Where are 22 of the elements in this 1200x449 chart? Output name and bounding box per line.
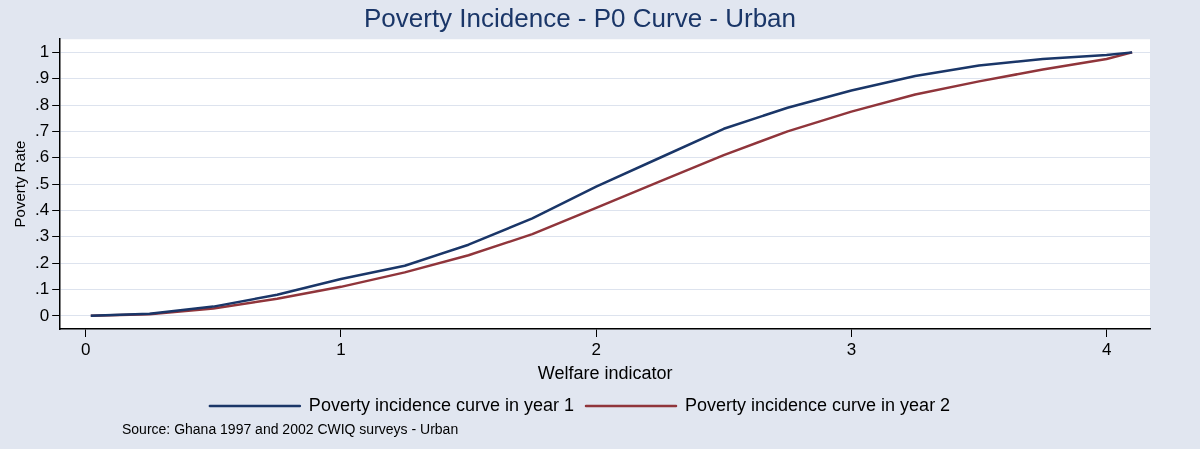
y-tick-label: .6 — [34, 147, 50, 167]
y-tick-label: .3 — [34, 226, 50, 246]
y-axis-title: Poverty Rate — [11, 140, 29, 228]
x-axis-title: Welfare indicator — [537, 363, 673, 384]
x-tick-label: 4 — [1101, 339, 1112, 359]
y-tick-label: 0 — [39, 305, 50, 325]
y-tick-label: .9 — [34, 68, 50, 88]
y-tick-label: .8 — [34, 94, 50, 114]
x-tick-label: 1 — [336, 339, 346, 359]
y-tick-label: .2 — [34, 252, 50, 272]
x-tick-label: 2 — [591, 339, 601, 359]
y-tick-label: .4 — [34, 200, 50, 220]
y-tick-label: .5 — [34, 173, 50, 193]
source-note: Source: Ghana 1997 and 2002 CWIQ surveys - Urban — [122, 420, 459, 437]
legend-label: Poverty incidence curve in year 2 — [685, 394, 951, 415]
y-tick-label: .1 — [34, 279, 50, 299]
y-tick-label: .7 — [34, 121, 50, 141]
x-tick-label: 0 — [80, 339, 91, 359]
x-tick-label: 3 — [846, 339, 857, 359]
chart-title: Poverty Incidence - P0 Curve - Urban — [363, 2, 797, 33]
legend-label: Poverty incidence curve in year 1 — [308, 394, 575, 415]
y-tick-label: 1 — [39, 42, 50, 62]
